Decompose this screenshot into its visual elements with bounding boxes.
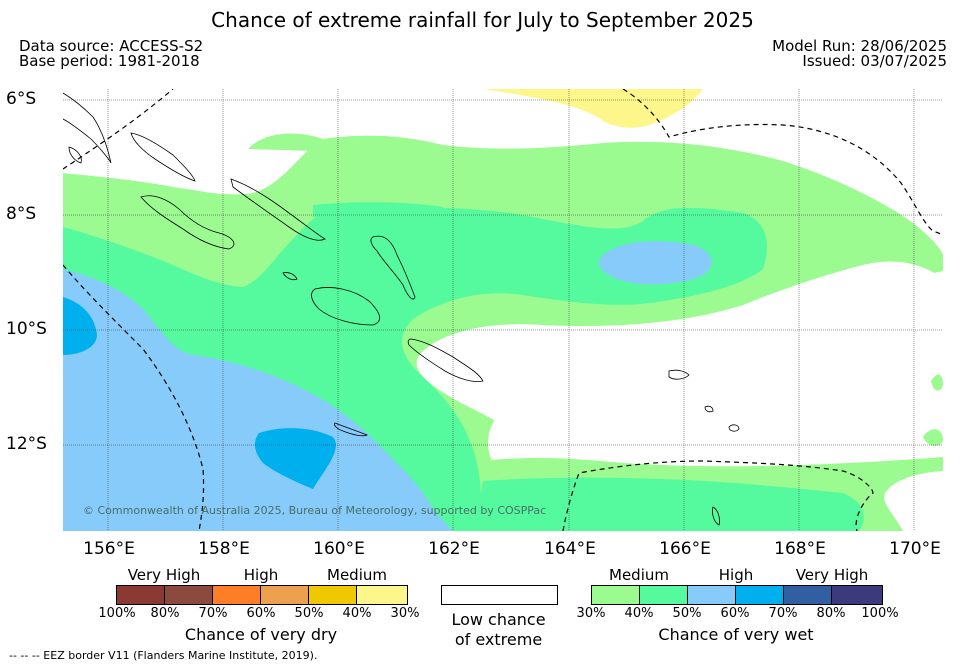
santa-isabel-coast — [230, 178, 326, 241]
lon-label-160e: 160°E — [313, 539, 365, 559]
very-high-wet-region-west — [63, 297, 97, 355]
high-wet-region-blue-east — [599, 241, 712, 285]
dry-legend-title: Chance of very dry — [184, 625, 338, 644]
dry-box-100-80 — [117, 586, 165, 604]
dry-tick-80: 80% — [150, 606, 180, 621]
wet-tick-60: 60% — [720, 606, 750, 621]
low-chance-box — [441, 585, 558, 605]
wet-tick-80: 80% — [816, 606, 846, 621]
eez-border-north-east — [622, 89, 943, 236]
russell-islands — [282, 272, 298, 281]
lon-label-158e: 158°E — [198, 539, 250, 559]
eez-border-west — [63, 264, 205, 531]
makira-coast — [407, 338, 484, 382]
shortland-coast — [68, 146, 82, 164]
lon-label-156e: 156°E — [83, 539, 135, 559]
lon-label-164e: 164°E — [544, 539, 596, 559]
graticule — [63, 89, 943, 531]
dry-box-60-50 — [261, 586, 309, 604]
medium-wet-region-north — [248, 133, 383, 163]
new-georgia-coast — [140, 195, 235, 250]
low-chance-title: Low chance of extreme — [431, 610, 566, 650]
dry-tick-70: 70% — [198, 606, 228, 621]
guadalcanal-coast — [311, 287, 381, 326]
wet-cat-high: High — [718, 566, 754, 584]
dry-tick-30: 30% — [390, 606, 420, 621]
dry-box-50-40 — [309, 586, 357, 604]
rainfall-map: © Commonwealth of Australia 2025, Bureau… — [63, 89, 943, 531]
wet-box-30-40 — [592, 586, 640, 604]
lon-label-162e: 162°E — [428, 539, 480, 559]
lat-label-8s: 8°S — [6, 204, 37, 224]
wet-tick-30: 30% — [576, 606, 606, 621]
issued-text: Issued: 03/07/2025 — [802, 52, 947, 70]
dry-box-70-60 — [213, 586, 261, 604]
vanuatu-torres — [728, 424, 740, 432]
high-wet-region-teal-north — [313, 202, 443, 219]
lat-label-10s: 10°S — [6, 319, 47, 339]
wet-cat-very-high: Very High — [795, 566, 869, 584]
low-chance-line1: Low chance — [451, 610, 546, 629]
medium-wet-spot-east-1 — [931, 374, 943, 391]
eez-footer-note: -- -- -- EEZ border V11 (Flanders Marine… — [9, 649, 318, 662]
wet-tick-40: 40% — [624, 606, 654, 621]
medium-dry-region — [483, 89, 703, 128]
lat-label-12s: 12°S — [6, 434, 47, 454]
dry-tick-50: 50% — [294, 606, 324, 621]
coastlines — [63, 92, 740, 526]
wet-tick-50: 50% — [672, 606, 702, 621]
santa-cruz-coast — [668, 369, 690, 380]
data-source-text: Data source: ACCESS-S2 — [19, 37, 204, 55]
model-run-text: Model Run: 28/06/2025 — [772, 37, 947, 55]
map-svg: © Commonwealth of Australia 2025, Bureau… — [63, 89, 943, 531]
vanuatu-banks — [704, 405, 714, 413]
wet-colorbar — [591, 585, 883, 605]
wet-legend-title: Chance of very wet — [658, 625, 814, 644]
dry-cat-high: High — [243, 566, 279, 584]
rennell-coast — [334, 422, 368, 437]
map-title: Chance of extreme rainfall for July to S… — [211, 8, 754, 32]
very-high-wet-region-south — [254, 428, 336, 489]
lon-label-166e: 166°E — [659, 539, 711, 559]
lon-label-168e: 168°E — [774, 539, 826, 559]
medium-wet-spot-east-2 — [923, 429, 943, 446]
wet-cat-medium: Medium — [609, 566, 669, 584]
dry-cat-medium: Medium — [327, 566, 387, 584]
lon-label-170e: 170°E — [889, 539, 941, 559]
copyright-text: © Commonwealth of Australia 2025, Bureau… — [83, 504, 546, 517]
low-chance-line2: of extreme — [454, 630, 543, 649]
dry-cat-very-high: Very High — [127, 566, 201, 584]
high-wet-region-teal-southeast — [473, 477, 864, 531]
lat-label-6s: 6°S — [6, 89, 37, 109]
meta-right: Model Run: 28/06/2025 Issued: 03/07/2025 — [772, 39, 947, 69]
wet-box-50-60 — [688, 586, 736, 604]
malaita-coast — [370, 235, 416, 300]
dry-box-80-70 — [165, 586, 213, 604]
dry-box-40-30 — [357, 586, 407, 604]
wet-box-60-70 — [736, 586, 784, 604]
wet-box-70-80 — [784, 586, 832, 604]
meta-left: Data source: ACCESS-S2 Base period: 1981… — [19, 39, 203, 69]
eez-border-south-east — [562, 460, 874, 531]
dry-tick-40: 40% — [342, 606, 372, 621]
base-period-text: Base period: 1981-2018 — [19, 52, 200, 70]
high-wet-region-blue — [63, 269, 453, 531]
eez-borders — [63, 89, 943, 531]
wet-box-40-50 — [640, 586, 688, 604]
wet-box-80-100 — [832, 586, 882, 604]
eez-border-png-north — [63, 89, 174, 170]
bougainville-coast — [63, 92, 112, 164]
dry-tick-100: 100% — [98, 606, 136, 621]
dry-tick-60: 60% — [246, 606, 276, 621]
wet-tick-70: 70% — [768, 606, 798, 621]
choiseul-coast — [130, 132, 196, 182]
wet-tick-100: 100% — [861, 606, 899, 621]
dry-colorbar — [116, 585, 408, 605]
vanuatu-espiritu — [712, 506, 720, 526]
